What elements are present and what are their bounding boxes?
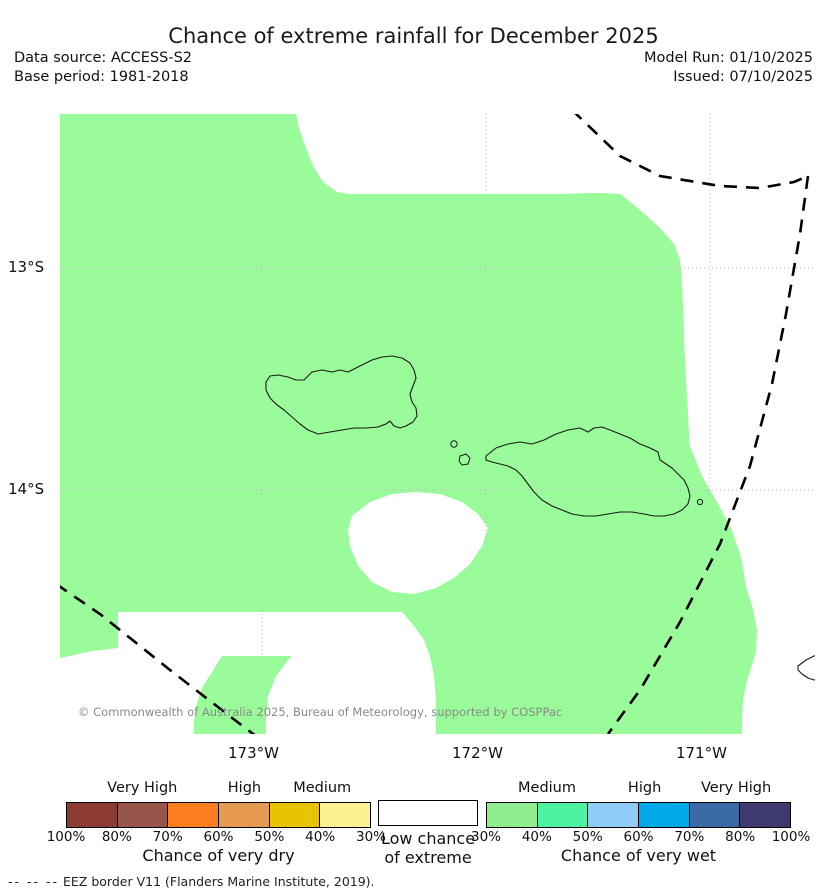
lat-tick-14s: 14°S	[8, 480, 45, 498]
legend-dry-swatches	[66, 802, 371, 828]
eez-border-note: -- -- -- EEZ border V11 (Flanders Marine…	[8, 874, 375, 889]
islet-nuutele	[696, 498, 704, 506]
eez-border-southwest	[60, 585, 256, 734]
legend-dry-category-row: Very High High Medium	[66, 780, 371, 800]
legend-low-chance-caption-line2: of extreme	[384, 848, 472, 867]
legend-dry-ticks: 100% 80% 70% 60% 50% 40% 30%	[47, 829, 386, 847]
island-tutuila	[797, 655, 815, 681]
legend-row: Very High High Medium 100% 80% 70% 60% 5…	[0, 780, 827, 880]
legend-very-dry[interactable]: Very High High Medium 100% 80% 70% 60% 5…	[47, 780, 386, 865]
legend-dry-category-high: High	[227, 780, 262, 796]
legend-very-wet[interactable]: Medium High Very High 30% 40% 50% 60% 70…	[471, 780, 810, 865]
legend-wet-tick-40: 40%	[521, 829, 552, 845]
legend-low-chance-caption-line1: Low chance	[380, 829, 476, 848]
legend-dry-swatch-80-70[interactable]	[117, 803, 169, 827]
legend-wet-tick-80: 80%	[725, 829, 756, 845]
eez-border-east	[606, 175, 810, 734]
lon-tick-173w: 173°W	[228, 744, 279, 762]
island-savaii	[265, 355, 418, 435]
eez-border	[60, 114, 810, 734]
issued-label: Issued: 07/10/2025	[673, 69, 813, 85]
island-upolu	[485, 426, 691, 517]
legend-dry-category-medium: Medium	[293, 780, 352, 796]
legend-dry-tick-40: 40%	[305, 829, 336, 845]
header: Chance of extreme rainfall for December …	[0, 0, 827, 95]
copyright-notice: © Commonwealth of Australia 2025, Bureau…	[78, 705, 563, 719]
lon-tick-172w: 172°W	[452, 744, 503, 762]
legend-wet-ticks: 30% 40% 50% 60% 70% 80% 100%	[471, 829, 810, 847]
legend-dry-tick-80: 80%	[101, 829, 132, 845]
legend-low-chance-swatch[interactable]	[378, 800, 478, 826]
legend-dry-tick-100: 100%	[46, 829, 86, 845]
legend-wet-category-very-high: Very High	[700, 780, 772, 796]
forecast-map[interactable]	[60, 114, 815, 734]
legend-wet-tick-100: 100%	[771, 829, 811, 845]
low-chance-top-notch-2	[300, 114, 640, 194]
legend-dry-category-very-high: Very High	[107, 780, 178, 796]
legend-wet-tick-70: 70%	[674, 829, 705, 845]
map-gridlines	[60, 114, 815, 734]
legend-dry-swatch-70-60[interactable]	[168, 803, 220, 827]
legend-wet-tick-30: 30%	[470, 829, 502, 845]
islet-apolima	[450, 440, 458, 448]
legend-dry-tick-50: 50%	[254, 829, 285, 845]
eez-border-north	[574, 114, 809, 190]
legend-wet-tick-60: 60%	[623, 829, 654, 845]
legend-wet-category-medium: Medium	[518, 780, 576, 796]
legend-dry-swatch-50-40[interactable]	[269, 803, 321, 827]
data-source-label: Data source: ACCESS-S2	[14, 50, 193, 66]
lat-tick-13s: 13°S	[8, 258, 45, 276]
legend-wet-swatch-80-100[interactable]	[740, 803, 791, 827]
legend-dry-tick-70: 70%	[152, 829, 183, 845]
legend-dry-swatch-60-50[interactable]	[219, 803, 270, 827]
low-chance-bottom-left-2	[60, 612, 318, 734]
islet-manono	[458, 453, 471, 466]
legend-dry-tick-60: 60%	[203, 829, 234, 845]
legend-wet-swatch-30-40[interactable]	[487, 803, 538, 827]
page-title: Chance of extreme rainfall for December …	[168, 24, 659, 48]
low-chance-bottom-center-2	[266, 612, 436, 734]
legend-wet-category-row: Medium High Very High	[486, 780, 791, 800]
legend-wet-swatch-50-60[interactable]	[588, 803, 640, 827]
legend-dry-swatch-100-80[interactable]	[67, 803, 118, 827]
base-period-label: Base period: 1981-2018	[14, 69, 189, 85]
lon-tick-171w: 171°W	[676, 744, 727, 762]
legend-wet-swatch-40-50[interactable]	[537, 803, 589, 827]
eez-dash-sample: -- -- --	[8, 874, 60, 889]
legend-wet-category-high: High	[627, 780, 662, 796]
legend-wet-swatch-60-70[interactable]	[639, 803, 690, 827]
legend-low-chance[interactable]: Low chance of extreme	[378, 800, 478, 867]
legend-dry-tick-30: 30%	[355, 829, 387, 845]
legend-low-chance-caption: Low chance of extreme	[378, 829, 478, 867]
legend-wet-swatches	[486, 802, 791, 828]
model-run-label: Model Run: 01/10/2025	[643, 50, 813, 66]
legend-dry-swatch-40-30[interactable]	[320, 803, 371, 827]
low-chance-central-lens-2	[348, 492, 488, 594]
legend-wet-swatch-70-80[interactable]	[689, 803, 741, 827]
legend-dry-caption: Chance of very dry	[142, 846, 295, 865]
eez-note-text: EEZ border V11 (Flanders Marine Institut…	[63, 874, 375, 889]
legend-wet-caption: Chance of very wet	[560, 846, 717, 865]
legend-wet-tick-50: 50%	[572, 829, 603, 845]
